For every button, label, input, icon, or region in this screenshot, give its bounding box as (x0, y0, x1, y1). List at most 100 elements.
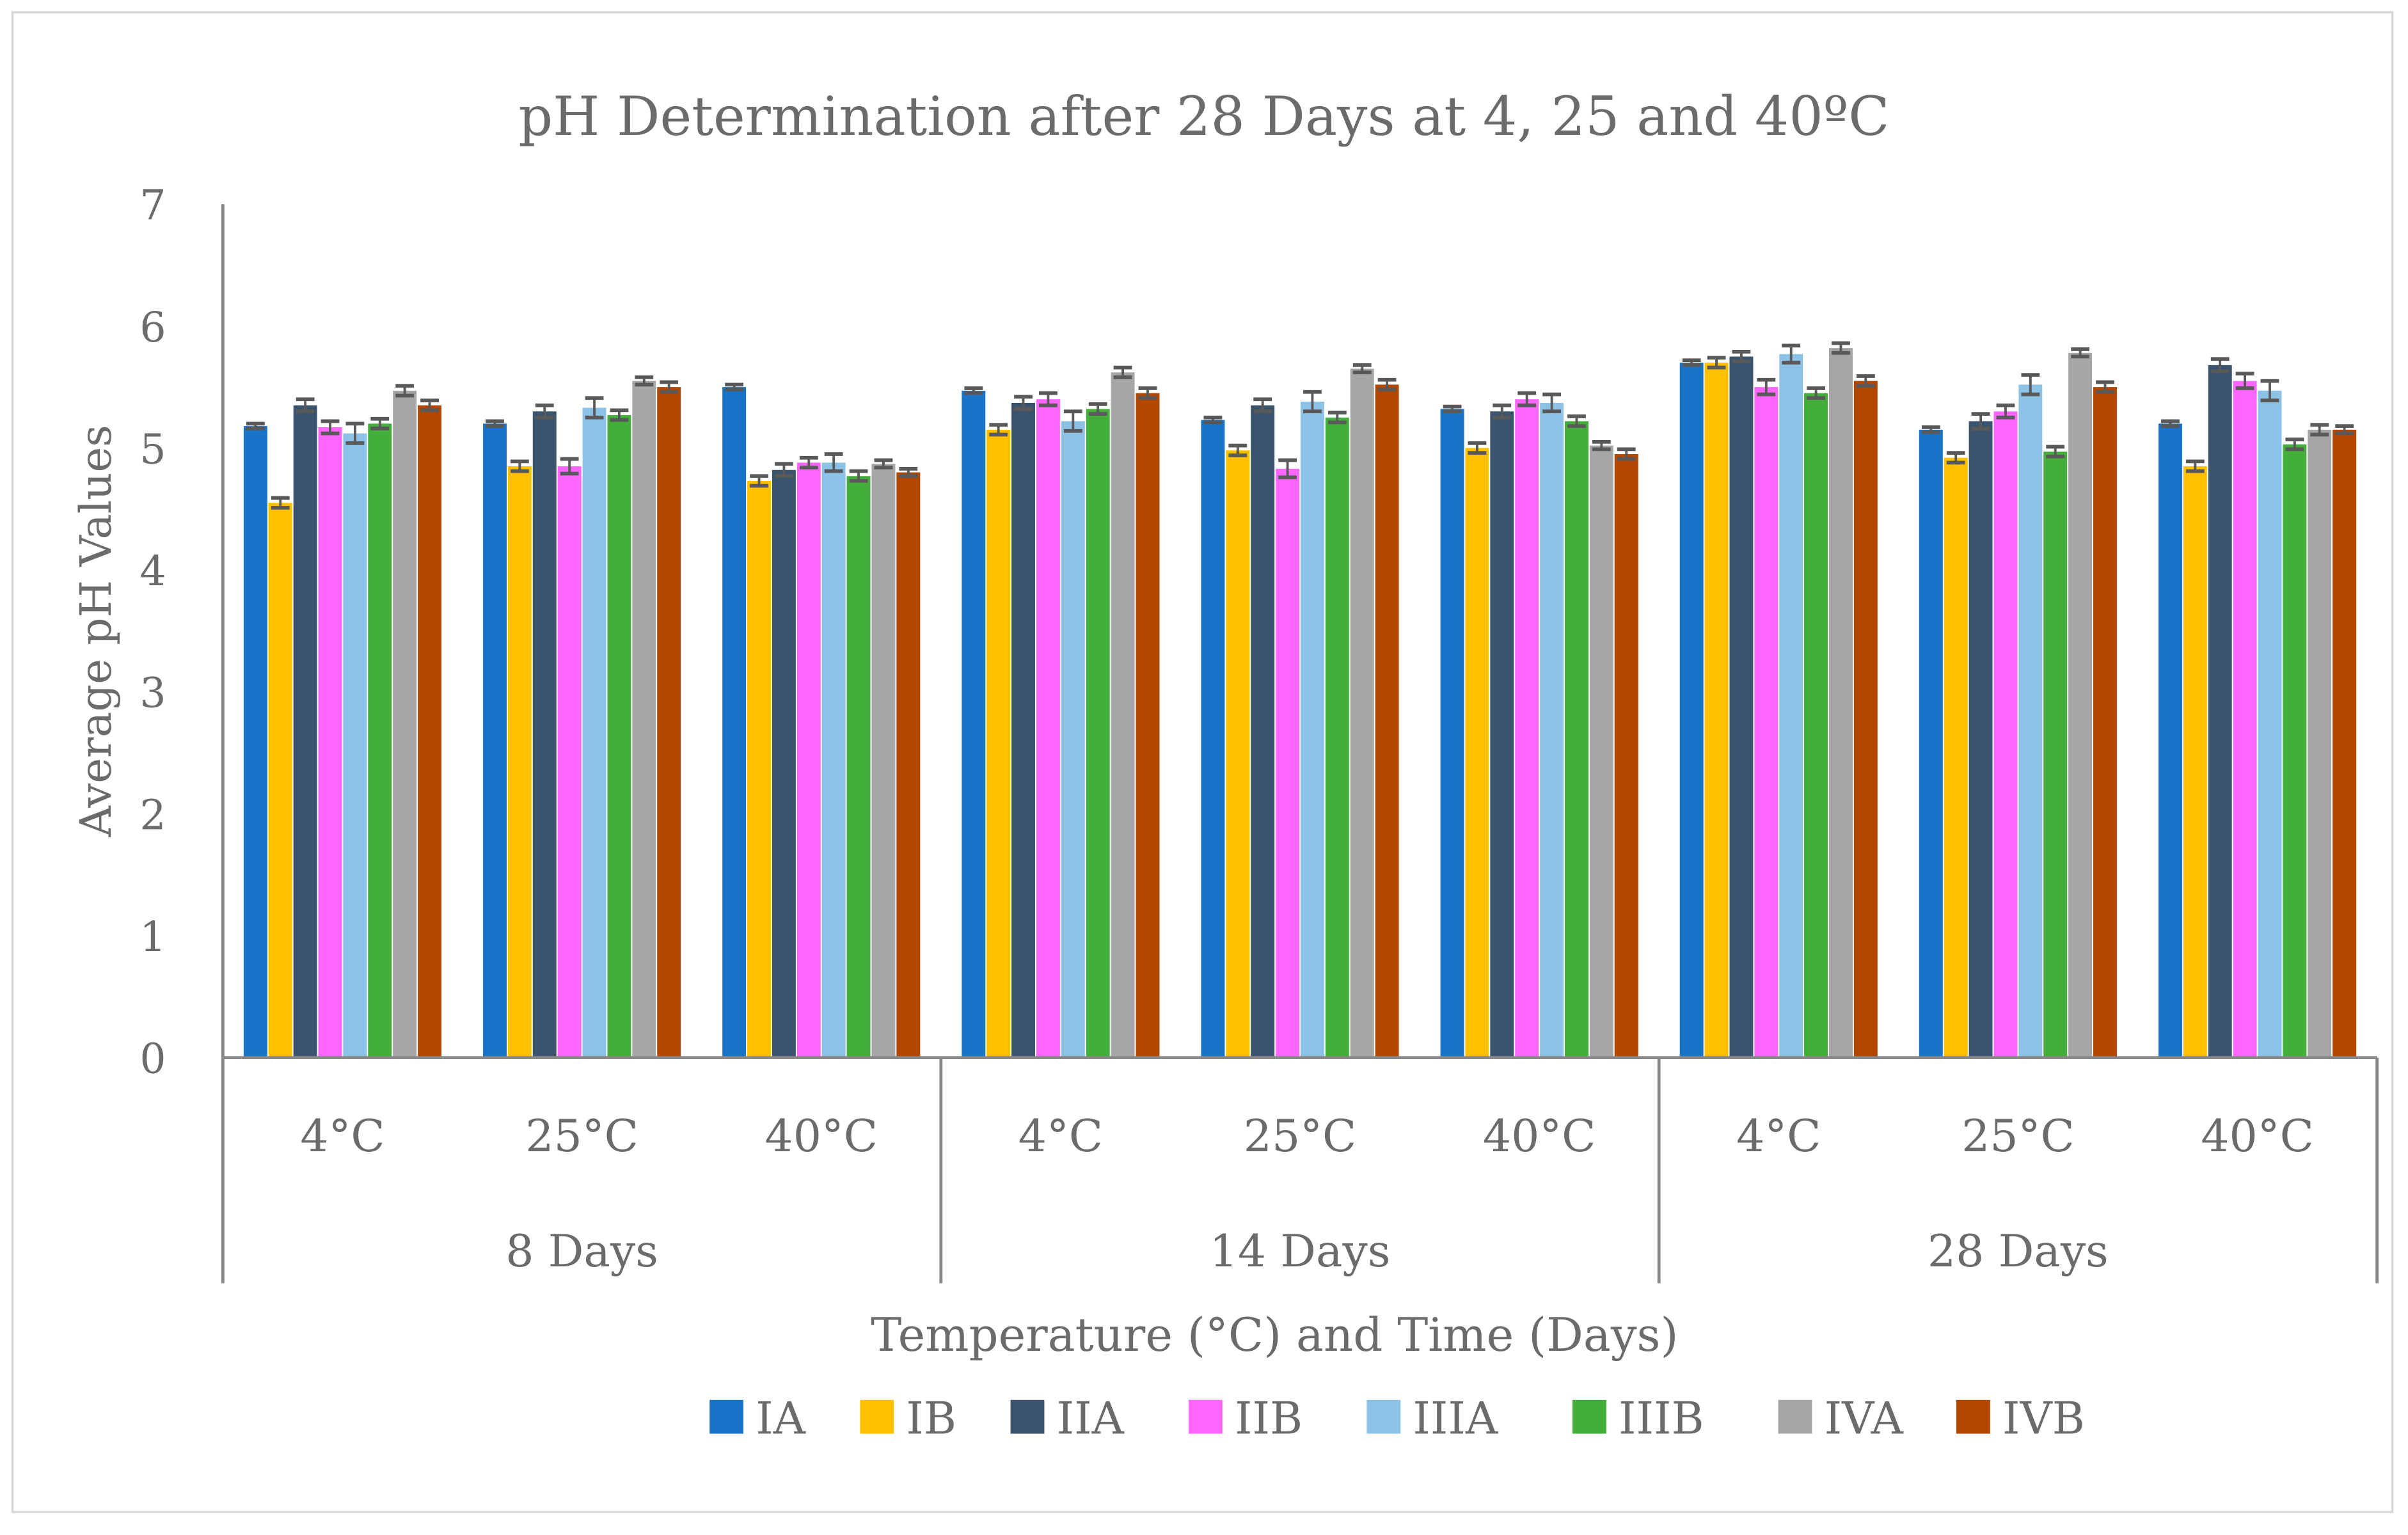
bar-IVA-7 (2068, 352, 2093, 1058)
bar-IB-0 (268, 503, 292, 1058)
legend-item-IB: IB (860, 1393, 956, 1445)
legend-item-IVA: IVA (1778, 1393, 1904, 1445)
bar-IIA-1 (532, 411, 557, 1058)
bar-IB-3 (986, 429, 1011, 1058)
y-tick-label: 5 (139, 425, 166, 473)
y-tick-label: 6 (139, 304, 166, 352)
bar-IVB-7 (2093, 387, 2117, 1058)
y-tick-label: 2 (139, 791, 166, 839)
bar-IIB-0 (318, 427, 342, 1058)
bar-IB-1 (507, 466, 532, 1058)
x-tick-label: 25°C (525, 1110, 638, 1162)
legend-label: IIB (1235, 1393, 1303, 1445)
legend-item-IVB: IVB (1956, 1393, 2085, 1445)
bar-IB-5 (1465, 448, 1489, 1058)
bar-IB-2 (747, 480, 772, 1058)
legend-label: IIA (1057, 1393, 1125, 1445)
day-group-label: 28 Days (1928, 1225, 2109, 1277)
y-tick-label: 1 (139, 913, 166, 961)
bar-IIIA-0 (343, 433, 367, 1058)
y-axis-label: Average pH Values (71, 425, 121, 837)
bar-IA-2 (722, 387, 747, 1058)
bar-IIIA-3 (1061, 421, 1085, 1058)
bar-IA-5 (1440, 409, 1464, 1058)
legend-swatch (1189, 1399, 1223, 1434)
bar-IVB-5 (1614, 453, 1638, 1058)
bar-IIB-2 (796, 462, 821, 1058)
bar-IA-0 (243, 426, 267, 1058)
bar-IVB-6 (1853, 381, 1878, 1058)
x-tick-label: 40°C (1483, 1110, 1596, 1162)
bar-IVB-8 (2333, 429, 2357, 1058)
bar-IA-6 (1679, 363, 1704, 1058)
bar-IIA-0 (293, 405, 317, 1058)
x-tick-label: 4°C (1736, 1110, 1821, 1162)
bar-IIA-6 (1729, 356, 1754, 1058)
legend-label: IIIB (1619, 1393, 1704, 1445)
bar-IB-6 (1704, 363, 1729, 1058)
x-tick-label: 40°C (764, 1110, 878, 1162)
bar-IIB-6 (1754, 387, 1778, 1058)
legend-swatch (1956, 1399, 1990, 1434)
legend-label: IVA (1825, 1393, 1904, 1445)
bar-IIIA-7 (2018, 384, 2043, 1058)
bar-IVB-2 (896, 472, 921, 1058)
bar-IIIA-1 (582, 407, 606, 1058)
bar-IIIB-2 (846, 476, 871, 1058)
bar-IIA-5 (1490, 411, 1514, 1058)
legend-swatch (1778, 1399, 1812, 1434)
bar-IIIA-4 (1300, 402, 1324, 1058)
legend-item-IIIA: IIIA (1366, 1393, 1498, 1445)
y-tick-label: 3 (139, 670, 166, 718)
x-axis-label: Temperature (°C) and Time (Days) (871, 1308, 1678, 1362)
bar-IA-7 (1919, 429, 1943, 1058)
x-tick-label: 25°C (1961, 1110, 2075, 1162)
legend-label: IA (756, 1393, 805, 1445)
bar-IVB-0 (418, 405, 442, 1058)
bar-IIB-8 (2233, 381, 2257, 1058)
legend-label: IB (906, 1393, 956, 1445)
day-group-label: 8 Days (505, 1225, 658, 1277)
bar-IVA-1 (632, 381, 656, 1058)
y-tick-label: 4 (139, 547, 166, 595)
bar-IB-8 (2183, 466, 2207, 1058)
bar-IB-7 (1944, 457, 1968, 1058)
bar-IIIA-5 (1540, 402, 1564, 1058)
bar-IIIB-7 (2043, 452, 2068, 1058)
x-tick-label: 40°C (2201, 1110, 2314, 1162)
bar-IIA-4 (1251, 405, 1275, 1058)
chart-title: pH Determination after 28 Days at 4, 25 … (518, 85, 1889, 148)
y-tick-label: 0 (139, 1035, 166, 1083)
bar-IIIB-4 (1325, 417, 1349, 1058)
bar-IIB-1 (557, 466, 582, 1058)
bar-IA-4 (1201, 420, 1225, 1058)
bar-IVA-5 (1589, 445, 1613, 1058)
legend-item-IA: IA (709, 1393, 806, 1445)
bar-IVB-1 (657, 387, 681, 1058)
bar-IA-3 (962, 390, 986, 1058)
legend-swatch (1010, 1399, 1045, 1434)
legend-swatch (1572, 1399, 1606, 1434)
bar-IVA-2 (871, 464, 896, 1058)
bar-IB-4 (1226, 450, 1250, 1058)
bar-IIB-3 (1036, 399, 1060, 1058)
bar-IVB-3 (1136, 393, 1160, 1058)
legend-label: IVB (2002, 1393, 2085, 1445)
bar-IA-1 (483, 423, 507, 1058)
bar-IVA-0 (393, 390, 417, 1058)
x-tick-label: 25°C (1244, 1110, 1357, 1162)
bar-IIIB-6 (1804, 393, 1828, 1058)
bar-IIIB-5 (1564, 421, 1588, 1058)
x-tick-label: 4°C (300, 1110, 384, 1162)
bar-IIB-4 (1276, 468, 1300, 1058)
bar-IIA-2 (772, 469, 796, 1058)
day-group-label: 14 Days (1210, 1225, 1391, 1277)
bar-IIIB-3 (1086, 409, 1110, 1058)
bar-IIIA-8 (2258, 390, 2282, 1058)
bar-IA-8 (2158, 423, 2182, 1058)
bar-IIIB-1 (607, 414, 631, 1058)
legend-item-IIIB: IIIB (1572, 1393, 1704, 1445)
legend-item-IIB: IIB (1189, 1393, 1303, 1445)
bar-IVA-6 (1828, 348, 1853, 1058)
